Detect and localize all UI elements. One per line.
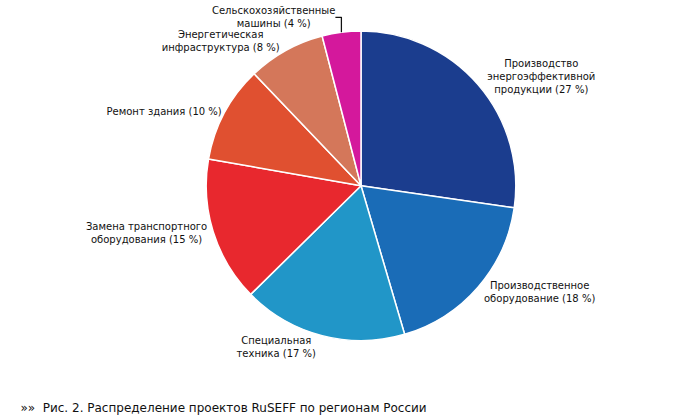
svg-text:Производствоэнергоэффективнойп: Производствоэнергоэффективнойпродукции (… [487, 58, 595, 95]
svg-text:Ремонт здания (10 %): Ремонт здания (10 %) [107, 106, 222, 117]
svg-text:»» Рис. 2. Распределение прое: »» Рис. 2. Распределение проектов RuSEFF… [20, 401, 426, 415]
svg-text:Сельскохозяйственныемашины (4: Сельскохозяйственныемашины (4 %) [212, 5, 335, 29]
svg-text:Энергетическаяинфраструктура (: Энергетическаяинфраструктура (8 %) [162, 29, 280, 53]
svg-text:Производственноеоборудование (: Производственноеоборудование (18 %) [484, 280, 595, 304]
svg-text:Замена транспортногооборудован: Замена транспортногооборудования (15 %) [86, 221, 207, 245]
svg-text:Специальнаятехника (17 %): Специальнаятехника (17 %) [237, 335, 317, 359]
